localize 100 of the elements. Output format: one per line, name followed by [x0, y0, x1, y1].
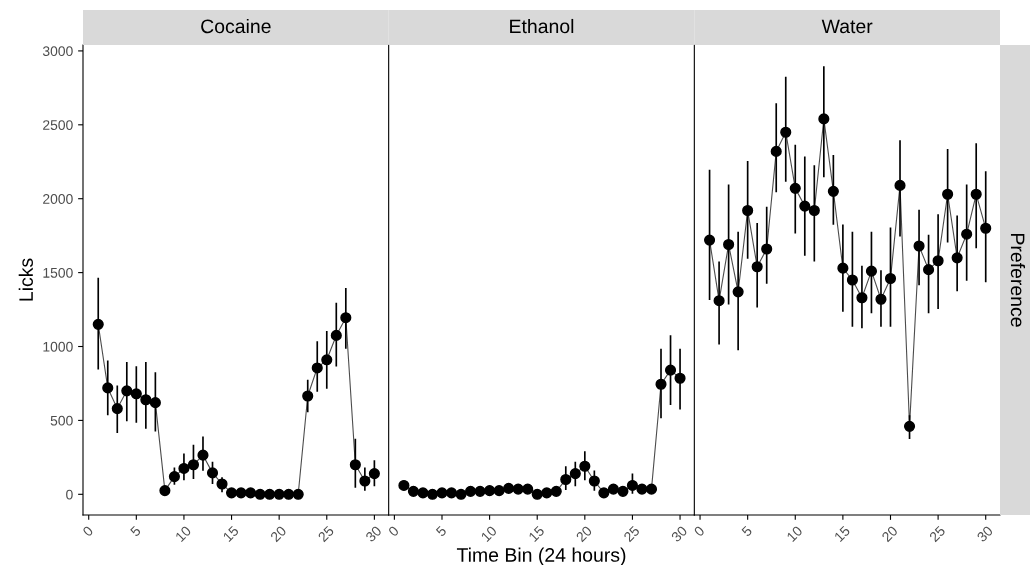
- point: [168, 471, 180, 483]
- point: [493, 485, 505, 497]
- point: [407, 485, 419, 497]
- point: [283, 488, 295, 500]
- point: [455, 488, 467, 500]
- point: [102, 382, 114, 394]
- x-tick-label: 10: [174, 525, 192, 543]
- point: [598, 487, 610, 499]
- chart-title: Ethanol: [510, 18, 574, 34]
- point: [732, 286, 744, 298]
- point: [579, 460, 591, 472]
- point: [178, 462, 190, 474]
- point: [340, 312, 352, 324]
- x-tick-label: 25: [928, 525, 946, 543]
- point: [512, 483, 524, 495]
- point: [827, 185, 839, 197]
- point: [484, 485, 496, 497]
- point: [474, 485, 486, 497]
- y-tick-label: 3000: [42, 46, 73, 57]
- x-tick-label: 5: [129, 525, 142, 537]
- point: [970, 188, 982, 200]
- point: [913, 240, 925, 252]
- point: [235, 487, 247, 499]
- point: [751, 261, 763, 273]
- point: [655, 378, 667, 390]
- point: [417, 487, 429, 499]
- x-tick-label: 25: [623, 525, 641, 543]
- y-tick-label: 1500: [43, 267, 73, 278]
- point: [550, 485, 562, 497]
- point: [216, 478, 228, 490]
- point: [923, 264, 935, 276]
- point: [884, 272, 897, 285]
- x-tick-label: 20: [269, 525, 287, 543]
- x-tick-label: 5: [435, 525, 447, 537]
- chart-title: Cocaine: [201, 18, 271, 34]
- x-tick-label: 15: [222, 525, 240, 543]
- point: [321, 354, 333, 366]
- point: [837, 262, 849, 274]
- x-axis-title: Time Bin (24 hours): [456, 547, 626, 565]
- point: [723, 238, 735, 251]
- point: [206, 467, 219, 479]
- x-tick-label: 10: [786, 525, 803, 543]
- point: [302, 390, 314, 402]
- point: [159, 485, 171, 497]
- point: [818, 113, 830, 125]
- point: [942, 188, 954, 200]
- point: [541, 487, 553, 499]
- point: [121, 385, 133, 397]
- x-tick-label: 5: [741, 525, 753, 537]
- point: [522, 483, 534, 495]
- x-tick-label: 0: [82, 525, 94, 538]
- point: [349, 459, 361, 471]
- point: [111, 403, 123, 415]
- point: [713, 295, 725, 307]
- point: [531, 488, 543, 500]
- point: [664, 364, 677, 376]
- point: [894, 179, 906, 191]
- point: [588, 475, 600, 487]
- point: [368, 468, 380, 480]
- text: Preference: [1010, 234, 1026, 327]
- point: [903, 420, 916, 432]
- x-tick-label: 25: [317, 525, 335, 543]
- point: [130, 388, 142, 400]
- y-tick-label: 2000: [43, 194, 73, 204]
- point: [92, 318, 104, 330]
- point: [617, 485, 629, 497]
- point: [808, 204, 820, 217]
- x-tick-label: 0: [387, 525, 400, 538]
- point: [607, 483, 619, 495]
- point: [980, 222, 992, 234]
- point: [569, 468, 581, 480]
- point: [426, 488, 439, 500]
- point: [149, 397, 161, 409]
- point: [292, 488, 304, 500]
- x-tick-label: 15: [833, 525, 851, 543]
- x-tick-label: 0: [693, 525, 706, 538]
- y-tick-label: 2500: [43, 120, 73, 130]
- point: [780, 126, 792, 138]
- point: [799, 200, 811, 212]
- y-tick-label: 0: [66, 489, 73, 500]
- point: [742, 204, 754, 217]
- y-axis-title: Licks: [18, 258, 33, 301]
- point: [445, 487, 458, 499]
- point: [645, 483, 658, 495]
- x-tick-label: 10: [480, 525, 498, 543]
- point: [311, 362, 323, 374]
- point: [264, 488, 276, 500]
- point: [225, 487, 238, 499]
- point: [875, 293, 887, 305]
- x-tick-label: 20: [575, 525, 593, 543]
- point: [187, 459, 200, 471]
- point: [674, 372, 686, 384]
- point: [932, 255, 944, 267]
- point: [273, 488, 285, 500]
- chart-title: Water: [821, 19, 873, 34]
- point: [846, 274, 858, 286]
- point: [359, 475, 371, 487]
- y-tick-label: 500: [50, 415, 73, 426]
- point: [761, 243, 773, 255]
- point: [770, 145, 782, 157]
